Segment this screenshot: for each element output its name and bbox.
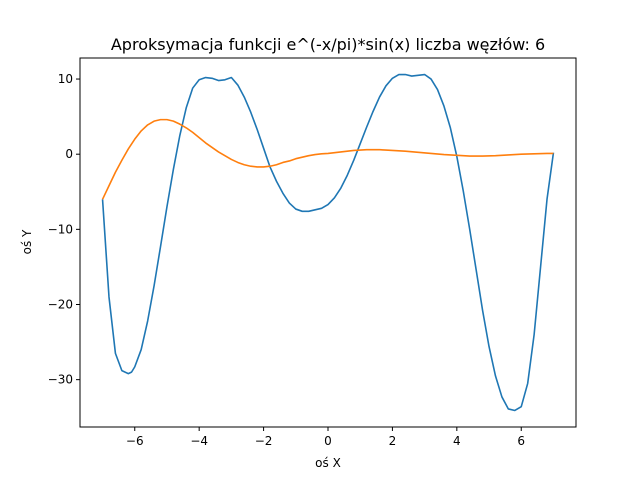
plot-area xyxy=(80,58,576,427)
series-line-1 xyxy=(101,73,555,412)
y-tick-label: −10 xyxy=(48,222,73,236)
x-tick-label: 4 xyxy=(453,434,461,448)
x-axis-label: oś X xyxy=(315,456,341,470)
x-tick-label: −4 xyxy=(190,434,208,448)
x-axis-ticks: −6 −4 −2 0 2 4 6 xyxy=(126,427,525,448)
x-tick-label: −6 xyxy=(126,434,144,448)
x-tick-label: −2 xyxy=(255,434,273,448)
y-axis-ticks: 10 0 −10 −20 −30 xyxy=(48,72,80,387)
series-layer xyxy=(101,73,555,412)
x-tick-label: 0 xyxy=(324,434,332,448)
plot-frame xyxy=(79,57,577,428)
y-tick-label: −20 xyxy=(48,298,73,312)
y-axis-label: oś Y xyxy=(20,229,34,254)
x-tick-label: 2 xyxy=(389,434,397,448)
y-tick-label: 10 xyxy=(58,72,73,86)
chart-title: Aproksymacja funkcji e^(-x/pi)*sin(x) li… xyxy=(111,35,545,54)
y-tick-label: −30 xyxy=(48,373,73,387)
y-tick-label: 0 xyxy=(65,147,73,161)
x-tick-label: 6 xyxy=(517,434,525,448)
series-line-2 xyxy=(101,118,554,200)
